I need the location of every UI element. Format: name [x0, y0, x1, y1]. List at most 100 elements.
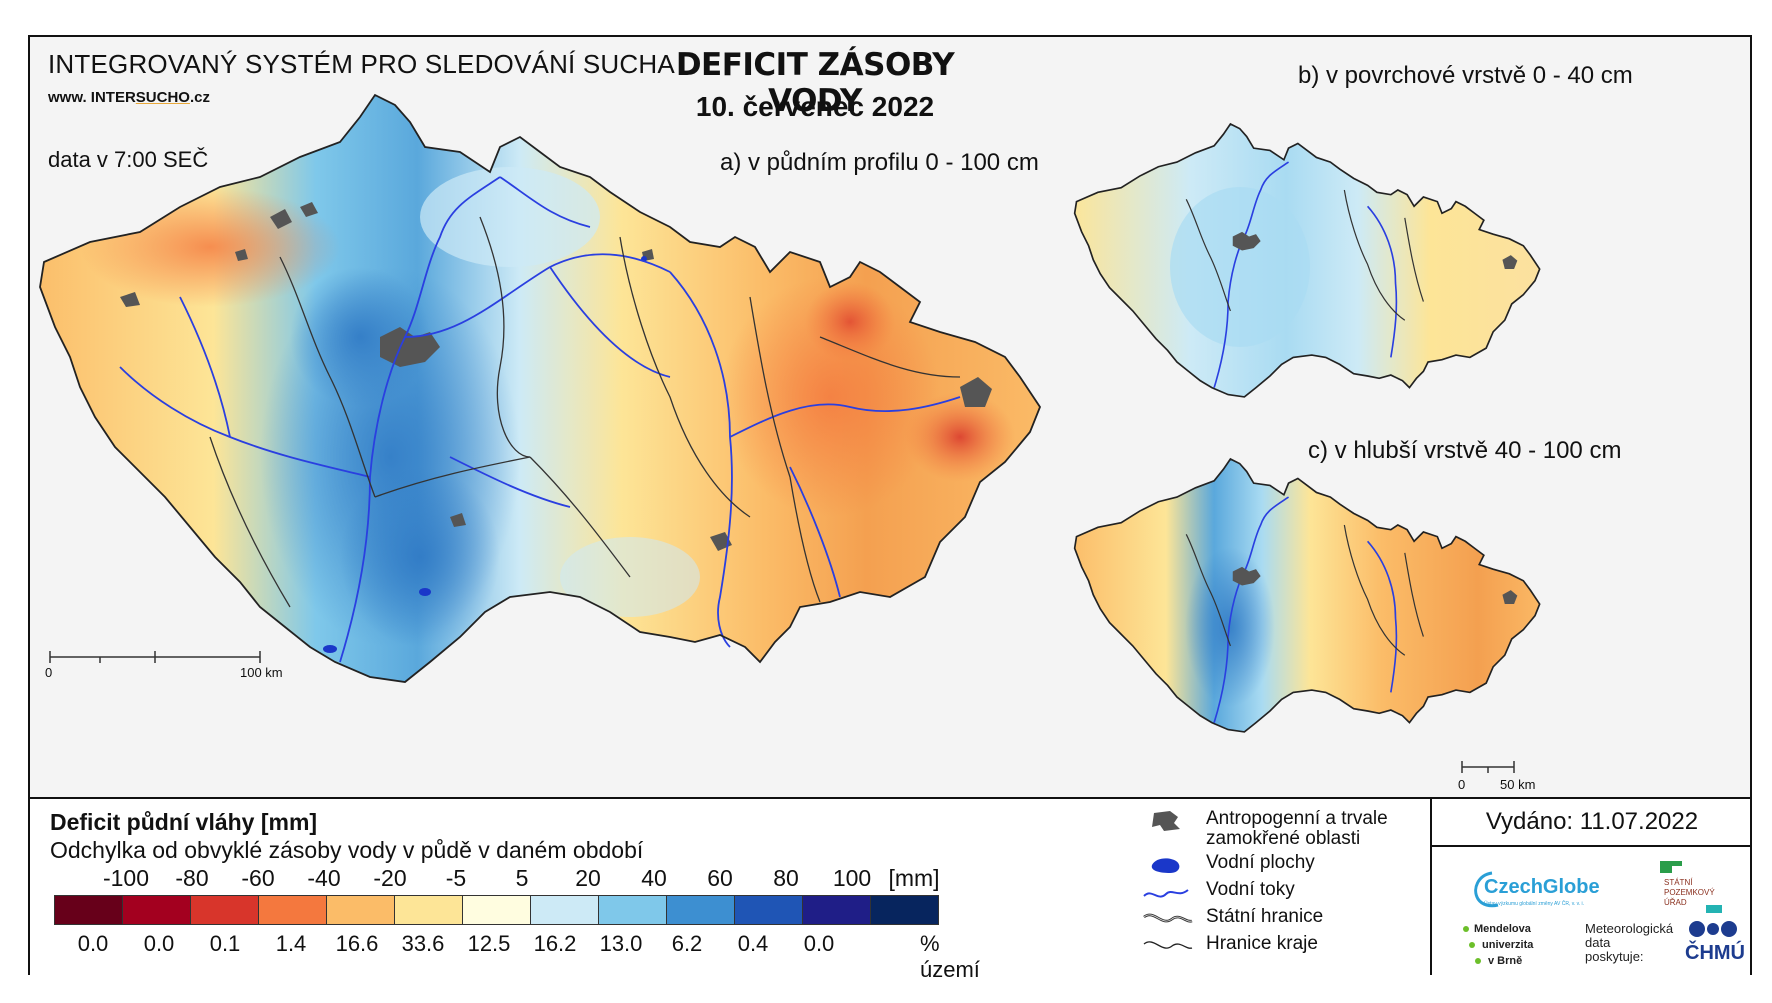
region-border-icon: [1143, 941, 1193, 949]
legend-tick-label: -60: [241, 865, 275, 891]
legend-swatch: [258, 895, 327, 925]
legend-percent-value: 1.4: [275, 931, 307, 956]
legend-percent-value: 12.5: [467, 931, 511, 956]
water-bodies: [323, 256, 647, 653]
map-b-fill: [1074, 123, 1540, 397]
legend-tick-label: -40: [307, 865, 341, 891]
legend-swatch: [462, 895, 531, 925]
legend-swatch: [734, 895, 803, 925]
legend-tick-label: 80: [773, 865, 799, 891]
legend-subtitle: Odchylka od obvyklé zásoby vody v půdě v…: [50, 837, 644, 863]
main-date: 10. červenec 2022: [695, 91, 935, 122]
legend-percent-value: 16.6: [335, 931, 379, 956]
legend-swatch: [870, 895, 939, 925]
legend-tick-label: -100: [102, 865, 150, 891]
scale-bar-main: [49, 651, 261, 663]
scale-bar-small: [1461, 761, 1515, 773]
symbol-region-border-label: Hranice kraje: [1206, 933, 1318, 954]
map-b-title: b) v povrchové vrstvě 0 - 40 cm: [1298, 62, 1633, 89]
symbol-water: Vodní plochy: [1140, 851, 1440, 878]
legend-percent-value: 13.0: [599, 931, 643, 956]
czechglobe-logo: CzechGlobe Ústav výzkumu globální změny …: [1474, 871, 1600, 908]
symbol-state-border: Státní hranice: [1140, 905, 1440, 932]
data-time: data v 7:00 SEČ: [48, 147, 209, 172]
map-a-fill: [40, 95, 1040, 682]
legend-tick-label: -5: [445, 865, 467, 891]
mendel-line-1: Mendelova: [1474, 923, 1532, 935]
legend-percent-unit: % území: [920, 931, 980, 982]
legend-swatch: [394, 895, 463, 925]
legend-swatch: [326, 895, 395, 925]
symbol-river: Vodní toky: [1140, 878, 1440, 905]
legend-tick-label: 40: [641, 865, 667, 891]
legend-percent-value: 6.2: [671, 931, 703, 956]
urban-areas: [120, 202, 992, 551]
symbol-urban: Antropogenní a trvale zamokřené oblasti: [1140, 807, 1440, 851]
legend-percent-value: 16.2: [533, 931, 577, 956]
scale-small-end: 50 km: [1500, 777, 1536, 792]
map-a-title: a) v půdním profilu 0 - 100 cm: [720, 149, 1039, 176]
symbol-state-border-label: Státní hranice: [1206, 906, 1324, 927]
mendel-line-3: v Brně: [1488, 955, 1522, 967]
issued-date: Vydáno: 11.07.2022: [1432, 799, 1752, 847]
chmu-logo: Meteorologická data poskytuje: ČHMÚ: [1585, 921, 1745, 964]
symbol-region-border: Hranice kraje: [1140, 932, 1440, 959]
legend-tick-label: 100: [832, 865, 872, 891]
symbol-urban-label: Antropogenní a trvale zamokřené oblasti: [1206, 808, 1388, 849]
website-link[interactable]: www. INTERSUCHO.cz: [48, 89, 210, 106]
legend-percent-value: 0.1: [209, 931, 241, 956]
legend-percent-value: 0.4: [737, 931, 769, 956]
water-body-icon: [1151, 858, 1180, 873]
legend-area: Deficit půdní vláhy [mm] Odchylka od obv…: [30, 797, 1752, 982]
spu-logo: STÁTNÍ POZEMKOVÝ ÚŘAD: [1660, 861, 1722, 913]
legend-swatch: [54, 895, 123, 925]
issued-box: Vydáno: 11.07.2022: [1430, 799, 1752, 975]
main-title: DEFICIT ZÁSOBY VODY: [675, 47, 955, 119]
legend-title: Deficit půdní vláhy [mm]: [50, 809, 318, 835]
legend-tick-label: 60: [707, 865, 733, 891]
map-c-fill: [1074, 458, 1540, 732]
legend-ticks: -100 -80 -60 -40 -20 -5 5 20 40 60 80 100 [mm]: [50, 865, 990, 895]
mendel-logo: Mendelova univerzita v Brně: [1463, 923, 1534, 967]
legend-swatch: [802, 895, 871, 925]
spu-line-2: POZEMKOVÝ: [1664, 888, 1715, 897]
legend-percent-value: 0.0: [143, 931, 175, 956]
legend-tick-label: 5: [515, 865, 529, 891]
legend-swatch: [598, 895, 667, 925]
met-data-line-1: Meteorologická: [1585, 921, 1674, 936]
main-map: [39, 94, 1541, 773]
spu-line-1: STÁTNÍ: [1664, 878, 1693, 887]
czechglobe-text: CzechGlobe: [1484, 876, 1600, 898]
chmu-text: ČHMÚ: [1685, 940, 1745, 964]
scale-main-start: 0: [45, 665, 53, 680]
symbol-river-label: Vodní toky: [1206, 879, 1295, 900]
legend-tick-label: -80: [175, 865, 209, 891]
legend-unit: [mm]: [888, 865, 940, 891]
legend-colorbar: [54, 895, 939, 925]
symbol-legend: Antropogenní a trvale zamokřené oblasti …: [1140, 807, 1440, 959]
legend-tick-label: 20: [575, 865, 601, 891]
urban-area-icon: [1152, 811, 1180, 831]
legend-swatch: [530, 895, 599, 925]
map-frame: INTEGROVANÝ SYSTÉM PRO SLEDOVÁNÍ SUCHA w…: [28, 35, 1752, 982]
czechglobe-subtext: Ústav výzkumu globální změny AV ČR, v. v…: [1484, 900, 1584, 907]
legend-percent-value: 33.6: [401, 931, 445, 956]
spu-line-3: ÚŘAD: [1664, 898, 1687, 907]
map-c-lines: [1073, 458, 1541, 733]
state-border-icon: [1143, 913, 1193, 923]
met-data-line-2: data: [1585, 935, 1611, 950]
rivers: [119, 176, 961, 663]
met-data-line-3: poskytuje:: [1585, 949, 1644, 964]
legend-percent-value: 0.0: [803, 931, 835, 956]
legend-swatch: [190, 895, 259, 925]
legend-tick-label: -20: [373, 865, 407, 891]
symbol-water-label: Vodní plochy: [1206, 852, 1315, 873]
map-b-lines: [1073, 123, 1541, 398]
map-c-title: c) v hlubší vrstvě 40 - 100 cm: [1308, 437, 1622, 464]
legend-percentages: 0.0 0.0 0.1 1.4 16.6 33.6 12.5 16.2 13.0 6.2 0.4 0.…: [50, 931, 990, 982]
river-icon: [1143, 889, 1189, 898]
mendel-line-2: univerzita: [1482, 939, 1534, 951]
system-title: INTEGROVANÝ SYSTÉM PRO SLEDOVÁNÍ SUCHA: [48, 49, 675, 79]
legend-swatch: [666, 895, 735, 925]
legend-swatch: [122, 895, 191, 925]
